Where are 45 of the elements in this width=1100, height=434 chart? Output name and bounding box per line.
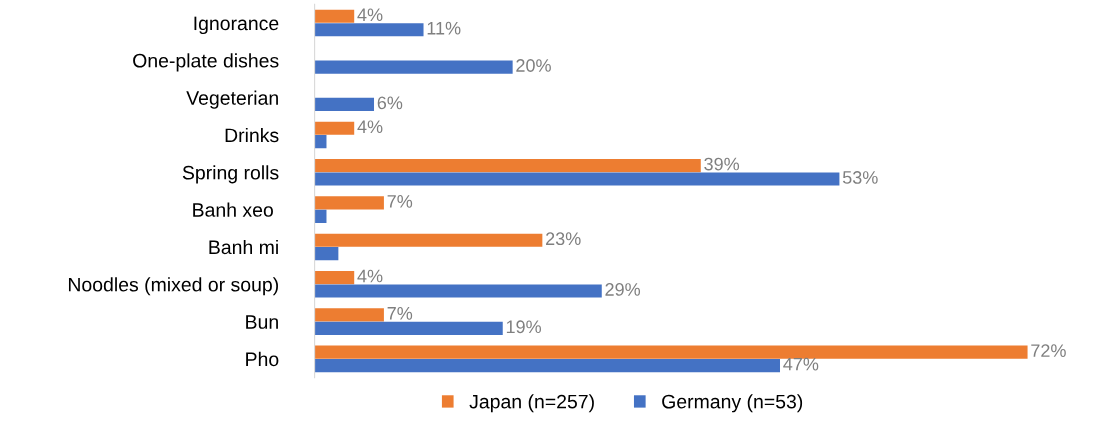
- data-label: 47%: [783, 357, 819, 371]
- y-tick-label: Banh xeo: [193, 202, 273, 217]
- bar: [314, 247, 339, 261]
- data-label: 72%: [1031, 344, 1066, 357]
- y-tick-label: Banh mi: [209, 239, 278, 255]
- data-label: 4%: [357, 120, 383, 134]
- bar: [314, 97, 375, 111]
- bar: [314, 321, 503, 335]
- data-label: 20%: [516, 59, 551, 72]
- bar: [314, 121, 355, 135]
- bar: [314, 9, 355, 23]
- data-label: 4%: [357, 269, 383, 283]
- y-tick-label: One-plate dishes: [133, 53, 279, 72]
- data-label: 6%: [377, 96, 403, 110]
- bar: [314, 359, 781, 373]
- y-tick-label: Spring rolls: [182, 165, 279, 184]
- bar: [314, 345, 1028, 359]
- bar: [314, 209, 327, 223]
- bar: [314, 23, 424, 37]
- y-tick-label: Bun: [246, 315, 278, 329]
- bar: [314, 60, 513, 74]
- bar: [314, 308, 384, 322]
- y-tick-label: Ignorance: [194, 16, 279, 35]
- data-label: 4%: [357, 8, 383, 22]
- bar: [314, 196, 384, 210]
- data-label: 53%: [842, 171, 878, 184]
- legend-label: Japan (n=257): [469, 394, 594, 413]
- y-tick-label: Noodles (mixed or soup): [68, 277, 278, 296]
- data-label: 7%: [387, 307, 413, 320]
- bar: [314, 270, 355, 285]
- data-label: 19%: [506, 320, 542, 334]
- data-label: 7%: [387, 195, 413, 208]
- legend-label: Germany (n=53): [662, 394, 803, 413]
- bar: [314, 159, 701, 173]
- y-tick-label: Drinks: [225, 127, 279, 143]
- bar: [314, 233, 543, 247]
- data-label: 29%: [605, 283, 641, 296]
- data-label: 39%: [704, 157, 740, 171]
- y-tick-label: Vegeterian: [186, 90, 278, 109]
- bar: [314, 284, 602, 298]
- y-tick-label: Pho: [246, 351, 279, 367]
- bar: [314, 172, 840, 186]
- bar: [314, 135, 327, 149]
- data-label: 11%: [427, 21, 461, 35]
- data-label: 23%: [546, 232, 581, 246]
